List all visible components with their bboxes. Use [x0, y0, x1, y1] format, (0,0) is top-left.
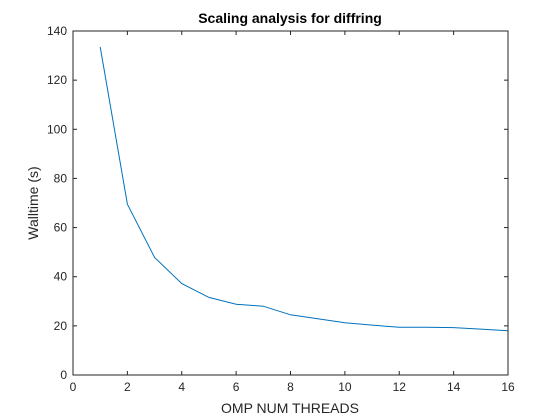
- data-point: [262, 305, 265, 308]
- data-point: [180, 282, 183, 285]
- series-line: [99, 46, 509, 332]
- x-tick-label: 8: [287, 380, 294, 394]
- y-tick-label: 20: [54, 319, 68, 333]
- data-point: [425, 326, 428, 329]
- data-point: [99, 45, 102, 48]
- data-point: [371, 324, 374, 327]
- x-axis-title: OMP NUM THREADS: [221, 400, 359, 416]
- data-point: [398, 326, 401, 329]
- data-point: [289, 313, 292, 316]
- data-point: [452, 326, 455, 329]
- chart-title: Scaling analysis for diffring: [198, 10, 382, 26]
- y-axis-title: Walltime (s): [25, 166, 41, 239]
- plot-area-box: [72, 30, 509, 376]
- y-tick-label: 100: [47, 122, 67, 136]
- data-point: [479, 328, 482, 331]
- y-tick-label: 40: [54, 270, 68, 284]
- y-tick-label: 140: [47, 24, 67, 38]
- plot-area-background: [73, 31, 508, 375]
- y-tick-label: 120: [47, 73, 67, 87]
- data-point: [153, 256, 156, 259]
- y-tick-label: 0: [60, 368, 67, 382]
- y-tick-label: 60: [54, 221, 68, 235]
- data-point: [343, 321, 346, 324]
- x-tick-label: 4: [178, 380, 185, 394]
- y-tick-label: 80: [54, 171, 68, 185]
- data-point: [207, 296, 210, 299]
- x-tick-label: 6: [233, 380, 240, 394]
- x-tick-label: 10: [338, 380, 352, 394]
- series-layer: [99, 45, 509, 332]
- x-tick-label: 16: [501, 380, 515, 394]
- x-tick-label: 14: [447, 380, 461, 394]
- x-tick-label: 12: [393, 380, 407, 394]
- data-point: [316, 317, 319, 320]
- data-point: [235, 303, 238, 306]
- x-tick-label: 0: [70, 380, 77, 394]
- data-point: [126, 203, 129, 206]
- x-tick-label: 2: [124, 380, 131, 394]
